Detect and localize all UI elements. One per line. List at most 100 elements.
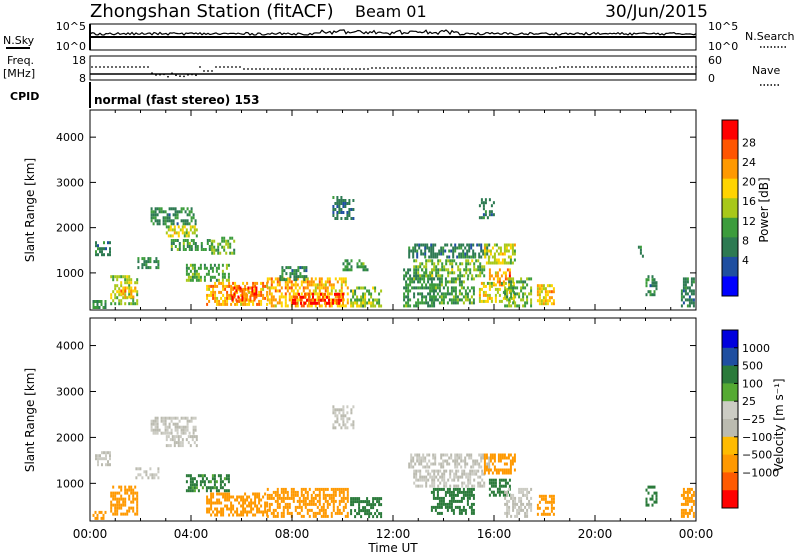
- velocity-cell-8: [296, 505, 299, 509]
- velocity-cell-8: [320, 514, 323, 518]
- power-cell-12: [336, 295, 339, 299]
- nave-dot: [139, 66, 141, 68]
- velocity-cell-3: [155, 473, 158, 477]
- power-colorbar-swatch: [722, 256, 738, 277]
- velocity-cell-9: [350, 408, 353, 412]
- velocity-cell-12: [449, 469, 452, 473]
- velocity-cell-2: [120, 503, 123, 507]
- nave-dot: [371, 67, 373, 69]
- power-cell-21: [430, 301, 433, 305]
- velocity-cell-8: [308, 514, 311, 518]
- power-cell-20: [465, 268, 468, 272]
- power-cell-27: [538, 299, 541, 303]
- power-cell-7: [184, 248, 187, 251]
- power-cell-13: [338, 301, 340, 305]
- power-cell-18: [407, 268, 410, 272]
- power-cell-12: [286, 304, 289, 308]
- velocity-cell-11: [426, 462, 429, 466]
- velocity-cell-7: [222, 495, 225, 499]
- power-cell-20: [461, 262, 464, 266]
- velocity-cell-6: [203, 474, 206, 478]
- power-cell-20: [477, 274, 480, 278]
- power-cell-8: [233, 239, 236, 243]
- power-cell-5: [178, 210, 181, 214]
- velocity-cell-19: [686, 493, 689, 497]
- velocity-cell-11: [416, 459, 419, 463]
- power-cell-2: [126, 296, 129, 300]
- velocity-cell-7: [206, 495, 209, 499]
- power-cell-26: [504, 295, 507, 299]
- power-cell-17: [350, 298, 353, 302]
- velocity-cell-10: [356, 512, 359, 516]
- velocity-cell-7: [246, 504, 249, 508]
- power-cell-15: [348, 208, 351, 211]
- velocity-cell-5: [169, 438, 172, 442]
- power-cell-20: [481, 271, 484, 275]
- velocity-cell-13: [440, 496, 443, 500]
- velocity-cell-1: [100, 516, 103, 520]
- velocity-cell-13: [436, 487, 439, 491]
- velocity-cell-8: [340, 496, 343, 500]
- velocity-cell-11: [464, 456, 467, 460]
- power-cell-15: [342, 211, 345, 214]
- power-cell-21: [434, 283, 437, 287]
- power-cell-16: [346, 262, 349, 266]
- velocity-cell-4: [162, 416, 165, 420]
- velocity-cell-19: [692, 511, 695, 515]
- velocity-cell-16: [520, 502, 523, 506]
- power-cell-19: [466, 255, 469, 259]
- velocity-cell-6: [205, 486, 208, 490]
- velocity-cell-7: [216, 510, 219, 514]
- velocity-cell-15: [502, 478, 505, 482]
- power-cell-19: [442, 246, 445, 250]
- power-cell-20: [457, 268, 460, 272]
- power-cell-10: [222, 284, 225, 288]
- power-cell-10: [222, 293, 225, 297]
- power-cell-25: [488, 284, 491, 288]
- nave-dot: [147, 66, 149, 68]
- velocity-cell-17: [546, 512, 549, 516]
- power-cell-10: [246, 281, 249, 285]
- power-cell-17: [362, 298, 365, 302]
- nave-dot: [611, 66, 613, 68]
- power-cell-21: [442, 301, 445, 305]
- velocity-cell-8: [344, 502, 347, 506]
- velocity-cell-8: [302, 499, 305, 503]
- power-cell-10: [248, 302, 251, 306]
- velocity-cell-7: [226, 495, 229, 499]
- power-cell-20: [425, 271, 428, 275]
- velocity-cell-8: [338, 493, 341, 497]
- velocity-cell-12: [473, 472, 476, 476]
- power-cell-7: [208, 245, 211, 248]
- power-cell-25: [478, 296, 481, 300]
- velocity-cell-12: [445, 469, 448, 473]
- velocity-cell-5: [173, 435, 176, 439]
- velocity-cell-17: [540, 494, 543, 498]
- power-cell-1: [102, 306, 105, 309]
- power-cell-2: [126, 281, 129, 285]
- power-cell-29: [645, 284, 648, 288]
- power-cell-11: [241, 298, 244, 302]
- velocity-cell-15: [498, 481, 501, 485]
- power-cell-25: [490, 299, 493, 303]
- x-axis-label: Time UT: [367, 541, 418, 554]
- power-cell-19: [440, 249, 443, 253]
- velocity-cell-8: [334, 493, 337, 497]
- nave-dot: [395, 67, 397, 69]
- velocity-cell-19: [692, 490, 695, 494]
- nave-dot: [347, 68, 349, 70]
- velocity-cell-10: [366, 512, 369, 516]
- power-cell-13: [312, 301, 314, 305]
- power-cell-23: [509, 261, 512, 265]
- nave-dot: [115, 66, 117, 68]
- power-cell-12: [310, 283, 313, 287]
- velocity-cell-4: [194, 428, 197, 432]
- velocity-cell-11: [488, 465, 491, 469]
- velocity-cell-14: [497, 471, 500, 475]
- velocity-cell-11: [432, 462, 435, 466]
- velocity-cell-10: [366, 509, 369, 513]
- velocity-cell-14: [483, 456, 486, 460]
- velocity-cell-8: [302, 502, 305, 506]
- power-cell-11: [243, 292, 246, 296]
